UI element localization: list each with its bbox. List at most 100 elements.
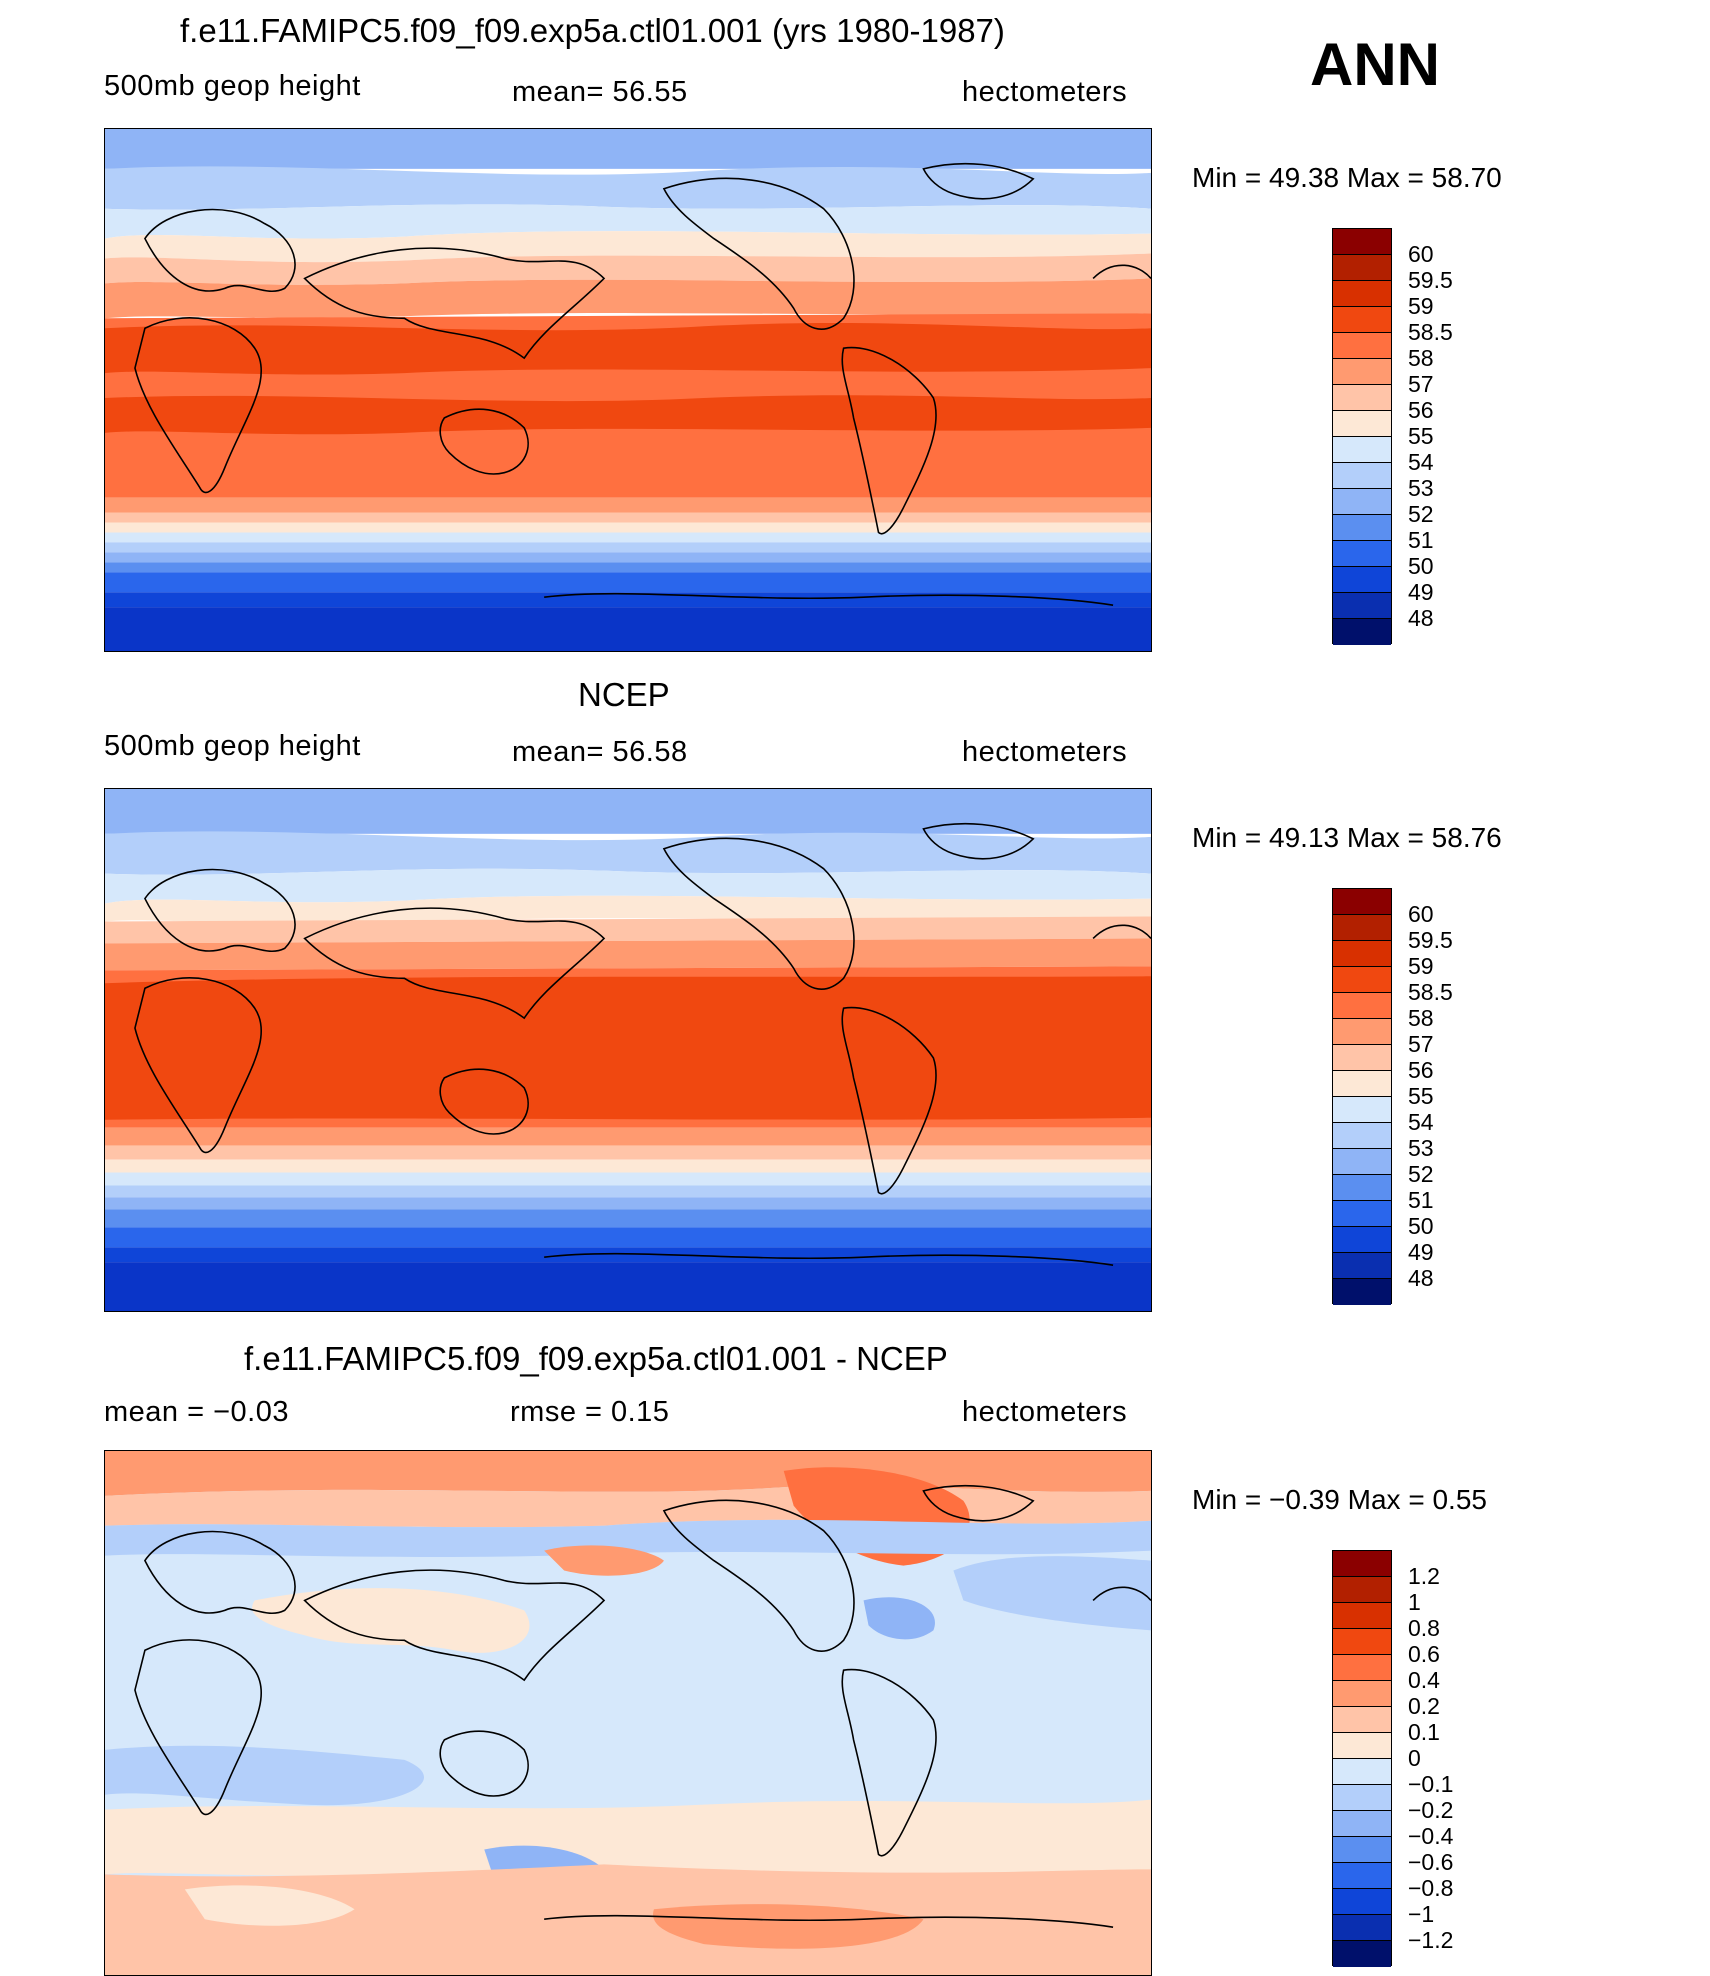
panel1-colorbar [1332,228,1392,645]
colorbar-label: 58 [1408,1005,1434,1031]
colorbar-segment [1333,567,1391,593]
colorbar-label: 55 [1408,423,1434,449]
colorbar-label: −0.6 [1408,1849,1454,1875]
panel3-mean-label: mean = −0.03 [104,1396,289,1428]
colorbar-label: 0.6 [1408,1641,1440,1667]
colorbar-segment [1333,1889,1391,1915]
colorbar-segment [1333,1733,1391,1759]
panel2-mean-label: mean= 56.58 [512,736,688,768]
colorbar-label: −0.4 [1408,1823,1454,1849]
colorbar-segment [1333,1577,1391,1603]
colorbar-label: 59 [1408,953,1434,979]
colorbar-segment [1333,1707,1391,1733]
colorbar-segment [1333,1915,1391,1941]
colorbar-label: 57 [1408,371,1434,397]
colorbar-segment [1333,1759,1391,1785]
panel1-title: f.e11.FAMIPC5.f09_f09.exp5a.ctl01.001 (y… [180,12,1005,49]
colorbar-segment [1333,515,1391,541]
colorbar-segment [1333,1019,1391,1045]
colorbar-label: 49 [1408,579,1434,605]
colorbar-label: 55 [1408,1083,1434,1109]
colorbar-label: 54 [1408,449,1434,475]
colorbar-segment [1333,463,1391,489]
colorbar-segment [1333,1629,1391,1655]
colorbar-label: 53 [1408,475,1434,501]
colorbar-segment [1333,1071,1391,1097]
colorbar-segment [1333,1863,1391,1889]
panel2-units-label: hectometers [962,736,1128,768]
colorbar-segment [1333,1149,1391,1175]
panel3-minmax: Min = −0.39 Max = 0.55 [1192,1484,1487,1515]
colorbar-label: 60 [1408,901,1434,927]
colorbar-label: 1 [1408,1589,1421,1615]
colorbar-label: 51 [1408,527,1434,553]
colorbar-label: 53 [1408,1135,1434,1161]
colorbar-label: 0 [1408,1745,1421,1771]
panel1-units-label: hectometers [962,76,1128,108]
colorbar-label: 58 [1408,345,1434,371]
colorbar-label: 0.4 [1408,1667,1440,1693]
panel1-variable-label: 500mb geop height [104,70,361,102]
colorbar-segment [1333,1785,1391,1811]
colorbar-label: 60 [1408,241,1434,267]
colorbar-label: 58.5 [1408,319,1453,345]
panel3-rmse-label: rmse = 0.15 [510,1396,670,1428]
colorbar-segment [1333,1681,1391,1707]
colorbar-segment [1333,1279,1391,1305]
panel1-map [104,128,1152,652]
colorbar-segment [1333,1227,1391,1253]
colorbar-label: 1.2 [1408,1563,1440,1589]
colorbar-label: 50 [1408,553,1434,579]
panel2-minmax: Min = 49.13 Max = 58.76 [1192,822,1502,853]
panel2-variable-label: 500mb geop height [104,730,361,762]
panel2-colorbar [1332,888,1392,1305]
colorbar-segment [1333,333,1391,359]
colorbar-label: 48 [1408,605,1434,631]
colorbar-label: 48 [1408,1265,1434,1291]
panel3-colorbar [1332,1550,1392,1967]
colorbar-label: 59.5 [1408,267,1453,293]
panel1-minmax: Min = 49.38 Max = 58.70 [1192,162,1502,193]
colorbar-segment [1333,915,1391,941]
colorbar-segment [1333,1123,1391,1149]
colorbar-label: 0.8 [1408,1615,1440,1641]
colorbar-segment [1333,1655,1391,1681]
colorbar-label: 51 [1408,1187,1434,1213]
colorbar-segment [1333,411,1391,437]
colorbar-label: 0.1 [1408,1719,1440,1745]
colorbar-segment [1333,1045,1391,1071]
colorbar-segment [1333,619,1391,645]
colorbar-label: −1 [1408,1901,1435,1927]
colorbar-segment [1333,489,1391,515]
panel2-map [104,788,1152,1312]
colorbar-segment [1333,281,1391,307]
colorbar-segment [1333,1603,1391,1629]
colorbar-segment [1333,967,1391,993]
colorbar-label: −0.2 [1408,1797,1454,1823]
colorbar-segment [1333,1811,1391,1837]
colorbar-segment [1333,889,1391,915]
colorbar-segment [1333,1551,1391,1577]
colorbar-segment [1333,1837,1391,1863]
season-label: ANN [1310,31,1440,98]
panel3-title: f.e11.FAMIPC5.f09_f09.exp5a.ctl01.001 - … [244,1340,948,1377]
colorbar-segment [1333,993,1391,1019]
colorbar-segment [1333,941,1391,967]
colorbar-label: 50 [1408,1213,1434,1239]
colorbar-segment [1333,1253,1391,1279]
colorbar-segment [1333,229,1391,255]
panel1-mean-label: mean= 56.55 [512,76,688,108]
colorbar-segment [1333,307,1391,333]
colorbar-segment [1333,1097,1391,1123]
colorbar-segment [1333,1941,1391,1967]
colorbar-label: −0.1 [1408,1771,1454,1797]
panel3-map [104,1450,1152,1976]
colorbar-segment [1333,385,1391,411]
colorbar-label: 52 [1408,501,1434,527]
colorbar-segment [1333,359,1391,385]
colorbar-segment [1333,437,1391,463]
colorbar-label: −1.2 [1408,1927,1454,1953]
colorbar-label: 49 [1408,1239,1434,1265]
colorbar-label: 52 [1408,1161,1434,1187]
panel2-contour-field [105,789,1151,1311]
